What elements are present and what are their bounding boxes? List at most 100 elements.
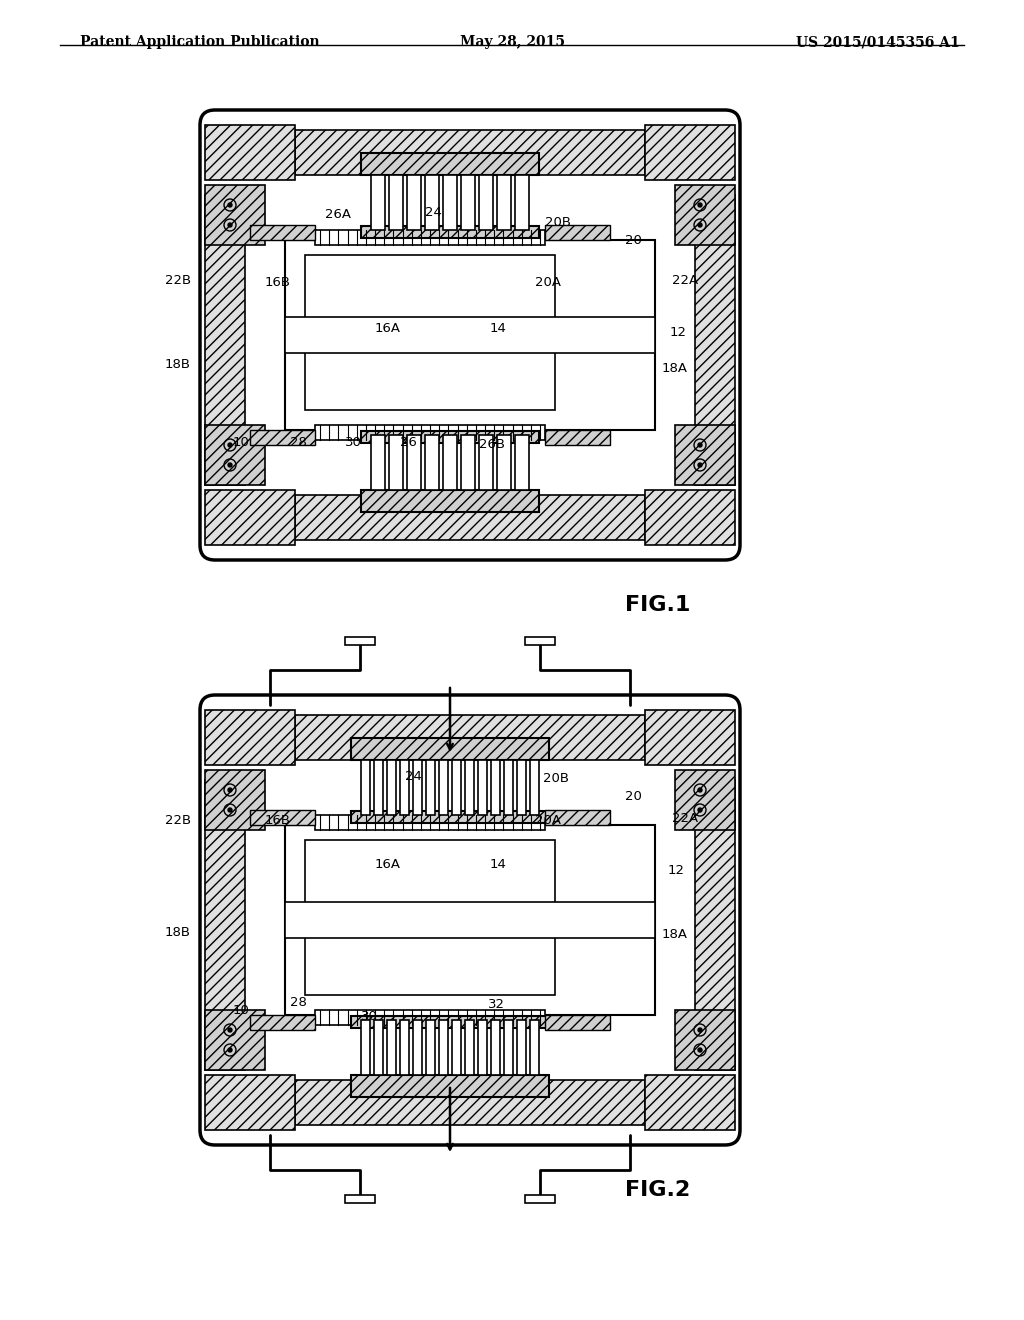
Bar <box>504 760 513 814</box>
Bar <box>361 760 370 814</box>
Circle shape <box>698 1048 702 1052</box>
Bar <box>389 436 403 490</box>
Bar <box>361 226 539 238</box>
Text: 26A: 26A <box>325 209 351 222</box>
Bar <box>250 430 315 445</box>
Circle shape <box>228 223 232 227</box>
Bar <box>285 902 655 939</box>
Bar <box>517 1020 526 1074</box>
Bar <box>439 760 449 814</box>
Bar <box>205 1074 295 1130</box>
Bar <box>315 425 545 440</box>
Bar <box>285 317 655 352</box>
Bar <box>490 760 500 814</box>
Text: 16A: 16A <box>375 322 401 334</box>
Bar <box>675 425 735 484</box>
Circle shape <box>228 1048 232 1052</box>
Bar <box>361 1020 370 1074</box>
Circle shape <box>228 463 232 467</box>
Bar <box>479 176 493 230</box>
Text: 20: 20 <box>625 234 642 247</box>
Bar <box>479 436 493 490</box>
Text: 20B: 20B <box>545 215 571 228</box>
Text: 24: 24 <box>406 771 422 784</box>
Bar <box>465 760 474 814</box>
Bar <box>675 770 735 830</box>
Bar <box>695 195 735 484</box>
Text: 26: 26 <box>400 436 417 449</box>
Bar <box>345 1195 375 1203</box>
Text: US 2015/0145356 A1: US 2015/0145356 A1 <box>797 36 961 49</box>
Bar <box>426 760 435 814</box>
Bar <box>497 176 511 230</box>
Circle shape <box>228 808 232 812</box>
Text: 14: 14 <box>490 858 507 871</box>
Bar <box>452 1020 461 1074</box>
Bar <box>675 1010 735 1071</box>
Circle shape <box>698 223 702 227</box>
Bar <box>361 490 539 512</box>
Bar <box>545 1015 610 1030</box>
Bar <box>413 1020 422 1074</box>
Bar <box>426 1020 435 1074</box>
Bar <box>295 129 645 176</box>
Text: 18A: 18A <box>662 928 688 941</box>
Text: 16A: 16A <box>375 858 401 871</box>
Text: 16B: 16B <box>265 276 291 289</box>
Text: 26B: 26B <box>479 438 505 451</box>
Bar <box>645 490 735 545</box>
Bar <box>478 1020 487 1074</box>
Bar <box>407 176 421 230</box>
Bar <box>361 432 539 444</box>
Bar <box>387 760 396 814</box>
FancyBboxPatch shape <box>200 696 740 1144</box>
Text: 24: 24 <box>425 206 442 219</box>
Text: 20A: 20A <box>535 813 561 826</box>
Bar <box>490 1020 500 1074</box>
Text: 22A: 22A <box>672 273 698 286</box>
Bar <box>315 814 545 830</box>
Bar <box>315 1010 545 1026</box>
Bar <box>443 176 457 230</box>
Text: 12: 12 <box>668 863 685 876</box>
Bar <box>400 760 409 814</box>
Text: Patent Application Publication: Patent Application Publication <box>80 36 319 49</box>
Bar <box>452 760 461 814</box>
Bar <box>387 1020 396 1074</box>
Circle shape <box>698 788 702 792</box>
Bar <box>205 195 245 484</box>
Bar <box>285 825 655 1015</box>
Circle shape <box>228 444 232 447</box>
Circle shape <box>698 1028 702 1032</box>
Text: May 28, 2015: May 28, 2015 <box>460 36 564 49</box>
Bar <box>407 436 421 490</box>
Bar <box>504 1020 513 1074</box>
Bar <box>545 224 610 240</box>
Text: 30: 30 <box>361 1011 378 1023</box>
Bar <box>374 1020 383 1074</box>
Text: 14: 14 <box>490 322 507 334</box>
Bar <box>345 638 375 645</box>
Bar <box>351 1074 549 1097</box>
Bar <box>439 1020 449 1074</box>
Bar <box>250 1015 315 1030</box>
Bar <box>461 436 475 490</box>
Text: 22B: 22B <box>165 813 191 826</box>
Text: 22B: 22B <box>165 273 191 286</box>
Circle shape <box>698 203 702 207</box>
Bar <box>205 1010 265 1071</box>
Bar <box>205 425 265 484</box>
Bar <box>205 770 265 830</box>
Bar <box>400 1020 409 1074</box>
Bar <box>295 1080 645 1125</box>
Text: FIG.1: FIG.1 <box>625 595 690 615</box>
Bar <box>461 176 475 230</box>
Text: 12: 12 <box>670 326 687 338</box>
Bar <box>371 436 385 490</box>
Bar <box>517 760 526 814</box>
Text: 18B: 18B <box>165 359 191 371</box>
Bar <box>425 436 439 490</box>
Bar <box>351 810 549 822</box>
Bar <box>645 1074 735 1130</box>
Circle shape <box>698 463 702 467</box>
